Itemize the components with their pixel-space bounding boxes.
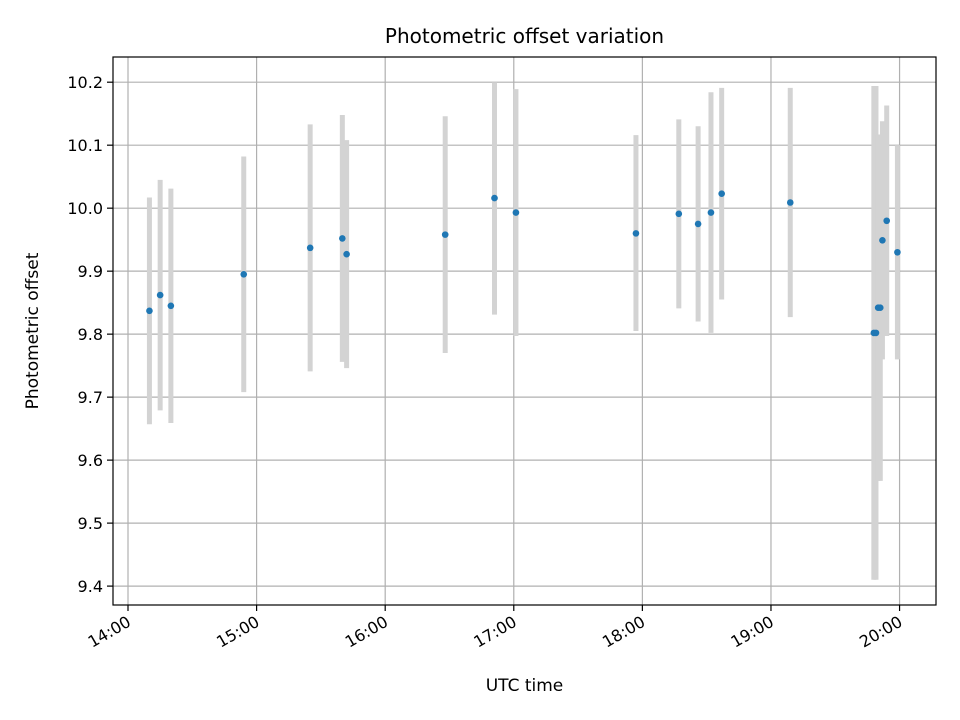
x-tick-label: 20:00 [856, 612, 905, 652]
data-point [632, 230, 640, 237]
data-point [146, 307, 153, 315]
y-tick-label: 9.8 [78, 325, 103, 344]
y-axis-ticks: 9.4 9.5 9.6 9.7 9.8 9.9 10.0 10.1 10.2 [67, 73, 113, 596]
x-tick-label: 14:00 [85, 612, 134, 652]
data-point [167, 302, 175, 310]
data-point [707, 209, 715, 216]
y-tick-label: 9.4 [78, 577, 103, 596]
data-point [872, 329, 880, 337]
data-point [512, 209, 520, 216]
x-axis-ticks: 14:00 15:00 16:00 17:00 18:00 19:00 20:00 [85, 605, 906, 652]
data-point [240, 271, 248, 278]
x-tick-label: 18:00 [599, 612, 648, 652]
data-point [156, 291, 164, 299]
x-tick-label: 16:00 [342, 612, 391, 652]
data-point [876, 304, 884, 311]
chart-title: Photometric offset variation [385, 24, 664, 48]
data-point [786, 199, 794, 206]
data-point [883, 217, 891, 225]
x-tick-label: 15:00 [213, 612, 262, 652]
error-bars [146, 82, 900, 580]
data-point [894, 248, 901, 256]
y-axis-label: Photometric offset [23, 252, 43, 409]
y-tick-label: 10.0 [67, 199, 103, 218]
x-tick-label: 19:00 [728, 612, 777, 652]
data-point [441, 231, 449, 238]
data-point [339, 235, 346, 242]
x-axis-label: UTC time [486, 676, 564, 696]
y-tick-label: 9.6 [78, 451, 103, 470]
y-tick-label: 10.1 [67, 136, 103, 155]
y-tick-label: 10.2 [67, 73, 103, 92]
data-points [146, 190, 901, 337]
data-point [675, 210, 683, 218]
plot-frame [112, 56, 937, 606]
data-point [343, 250, 350, 258]
y-tick-label: 9.7 [78, 388, 103, 407]
x-tick-label: 17:00 [470, 612, 519, 652]
data-point [491, 194, 498, 202]
grid [113, 57, 936, 605]
data-point [718, 190, 725, 197]
data-point [879, 236, 886, 244]
data-point [306, 244, 314, 252]
data-point [694, 220, 702, 228]
y-tick-label: 9.9 [78, 262, 103, 281]
y-tick-label: 9.5 [78, 514, 103, 533]
